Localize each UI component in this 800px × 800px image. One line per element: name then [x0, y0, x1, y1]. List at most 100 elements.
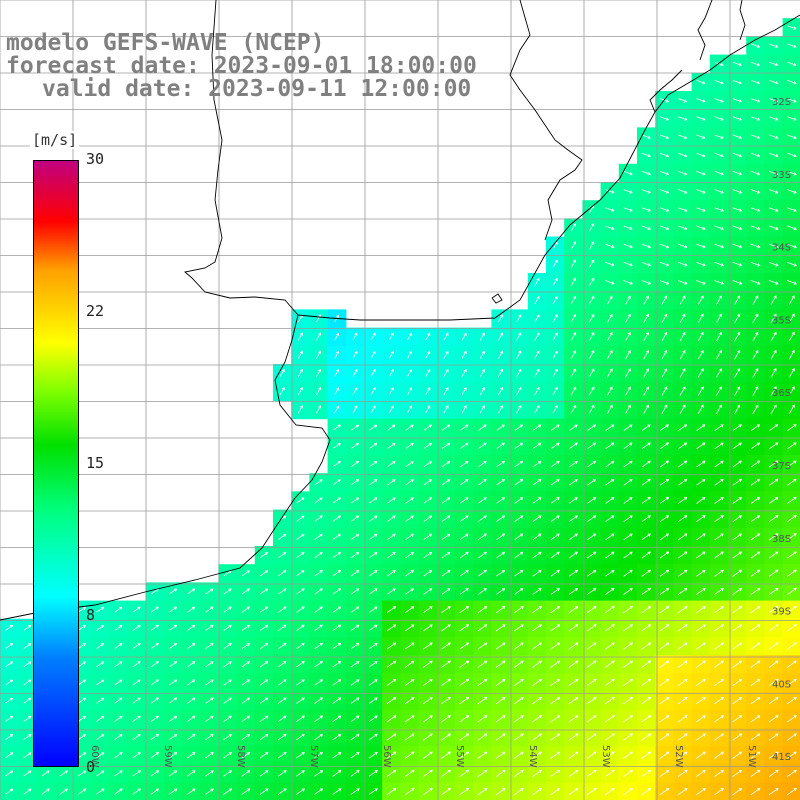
wind-arrow: [532, 769, 543, 778]
wind-arrow: [459, 551, 469, 559]
wind-cell: [618, 309, 638, 329]
wind-arrow: [641, 261, 652, 267]
wind-arrow: [352, 405, 358, 414]
wind-cell: [637, 564, 656, 583]
wind-arrow: [461, 387, 467, 396]
wind-arrow: [168, 788, 178, 795]
wind-arrow: [532, 624, 543, 632]
wind-arrow: [277, 697, 287, 704]
wind-cell: [637, 691, 656, 711]
wind-cell: [163, 582, 183, 602]
wind-arrow: [732, 134, 743, 139]
wind-cell: [200, 673, 219, 693]
wind-arrow: [697, 295, 704, 305]
wind-cell: [254, 764, 274, 784]
wind-cell: [327, 509, 347, 529]
wind-cell: [764, 764, 784, 784]
wind-arrow: [714, 243, 724, 249]
wind-cell: [564, 291, 583, 310]
wind-arrow: [168, 770, 178, 777]
wind-arrow: [495, 660, 506, 668]
wind-cell: [273, 764, 292, 784]
wind-arrow: [570, 404, 577, 414]
wind-arrow: [643, 295, 649, 305]
wind-arrow: [659, 715, 670, 723]
wind-arrow: [605, 424, 615, 431]
wind-arrow: [660, 116, 670, 121]
wind-cell: [527, 673, 547, 693]
wind-arrow: [587, 497, 597, 504]
wind-arrow: [677, 642, 688, 650]
wind-arrow: [552, 259, 558, 268]
wind-arrow: [296, 570, 305, 577]
wind-arrow: [441, 460, 451, 468]
wind-arrow: [223, 752, 233, 759]
wind-cell: [564, 254, 583, 274]
wind-arrow: [641, 515, 651, 522]
wind-cell: [273, 364, 292, 383]
wind-cell: [382, 728, 401, 747]
wind-cell: [655, 673, 674, 693]
wind-arrow: [570, 350, 577, 360]
wind-cell: [254, 728, 274, 747]
wind-arrow: [750, 551, 761, 559]
wind-arrow: [114, 697, 123, 704]
wind-arrow: [459, 788, 470, 796]
wind-arrow: [423, 660, 433, 668]
wind-cell: [436, 746, 456, 765]
wind-arrow: [786, 678, 797, 687]
wind-arrow: [314, 624, 323, 631]
wind-arrow: [587, 588, 597, 595]
wind-arrow: [459, 624, 470, 632]
wind-arrow: [677, 280, 688, 285]
wind-cell: [455, 673, 474, 693]
wind-arrow: [496, 442, 505, 449]
wind-arrow: [405, 588, 415, 595]
wind-arrow: [696, 170, 706, 176]
wind-cell: [746, 291, 765, 310]
wind-arrow: [732, 642, 743, 650]
wind-arrow: [187, 679, 196, 686]
wind-cell: [673, 637, 693, 656]
wind-arrow: [770, 349, 777, 360]
wind-arrow: [205, 624, 214, 631]
wind-arrow: [477, 624, 488, 632]
wind-cell: [691, 655, 711, 674]
wind-arrow: [568, 551, 579, 559]
wind-arrow: [623, 624, 634, 632]
wind-arrow: [768, 660, 779, 668]
wind-cell: [673, 618, 693, 638]
wind-arrow: [532, 533, 542, 541]
wind-cell: [291, 491, 310, 511]
wind-cell: [327, 618, 347, 638]
wind-arrow: [404, 624, 415, 632]
wind-cell: [709, 473, 729, 492]
wind-cell: [546, 309, 565, 329]
wind-arrow: [332, 733, 342, 741]
wind-arrow: [441, 515, 451, 522]
wind-arrow: [714, 715, 725, 723]
wind-arrow: [495, 624, 506, 632]
wind-arrow: [734, 368, 741, 378]
wind-cell: [728, 764, 747, 784]
wind-arrow: [568, 606, 579, 614]
wind-arrow: [550, 588, 560, 595]
wind-cell: [455, 345, 474, 365]
wind-cell: [327, 564, 347, 583]
wind-cell: [637, 364, 656, 383]
wind-cell: [709, 364, 729, 383]
wind-arrow: [478, 479, 487, 486]
wind-arrow: [350, 642, 360, 650]
wind-arrow: [641, 624, 652, 632]
wind-cell: [327, 764, 347, 784]
wind-cell: [382, 509, 401, 529]
wind-arrow: [459, 497, 469, 504]
wind-cell: [618, 527, 638, 547]
wind-arrow: [605, 479, 615, 486]
wind-cell: [600, 400, 620, 420]
wind-cell: [473, 509, 492, 529]
wind-arrow: [405, 570, 415, 577]
wind-arrow: [568, 769, 579, 778]
wind-arrow: [786, 624, 797, 632]
wind-arrow: [205, 606, 214, 613]
